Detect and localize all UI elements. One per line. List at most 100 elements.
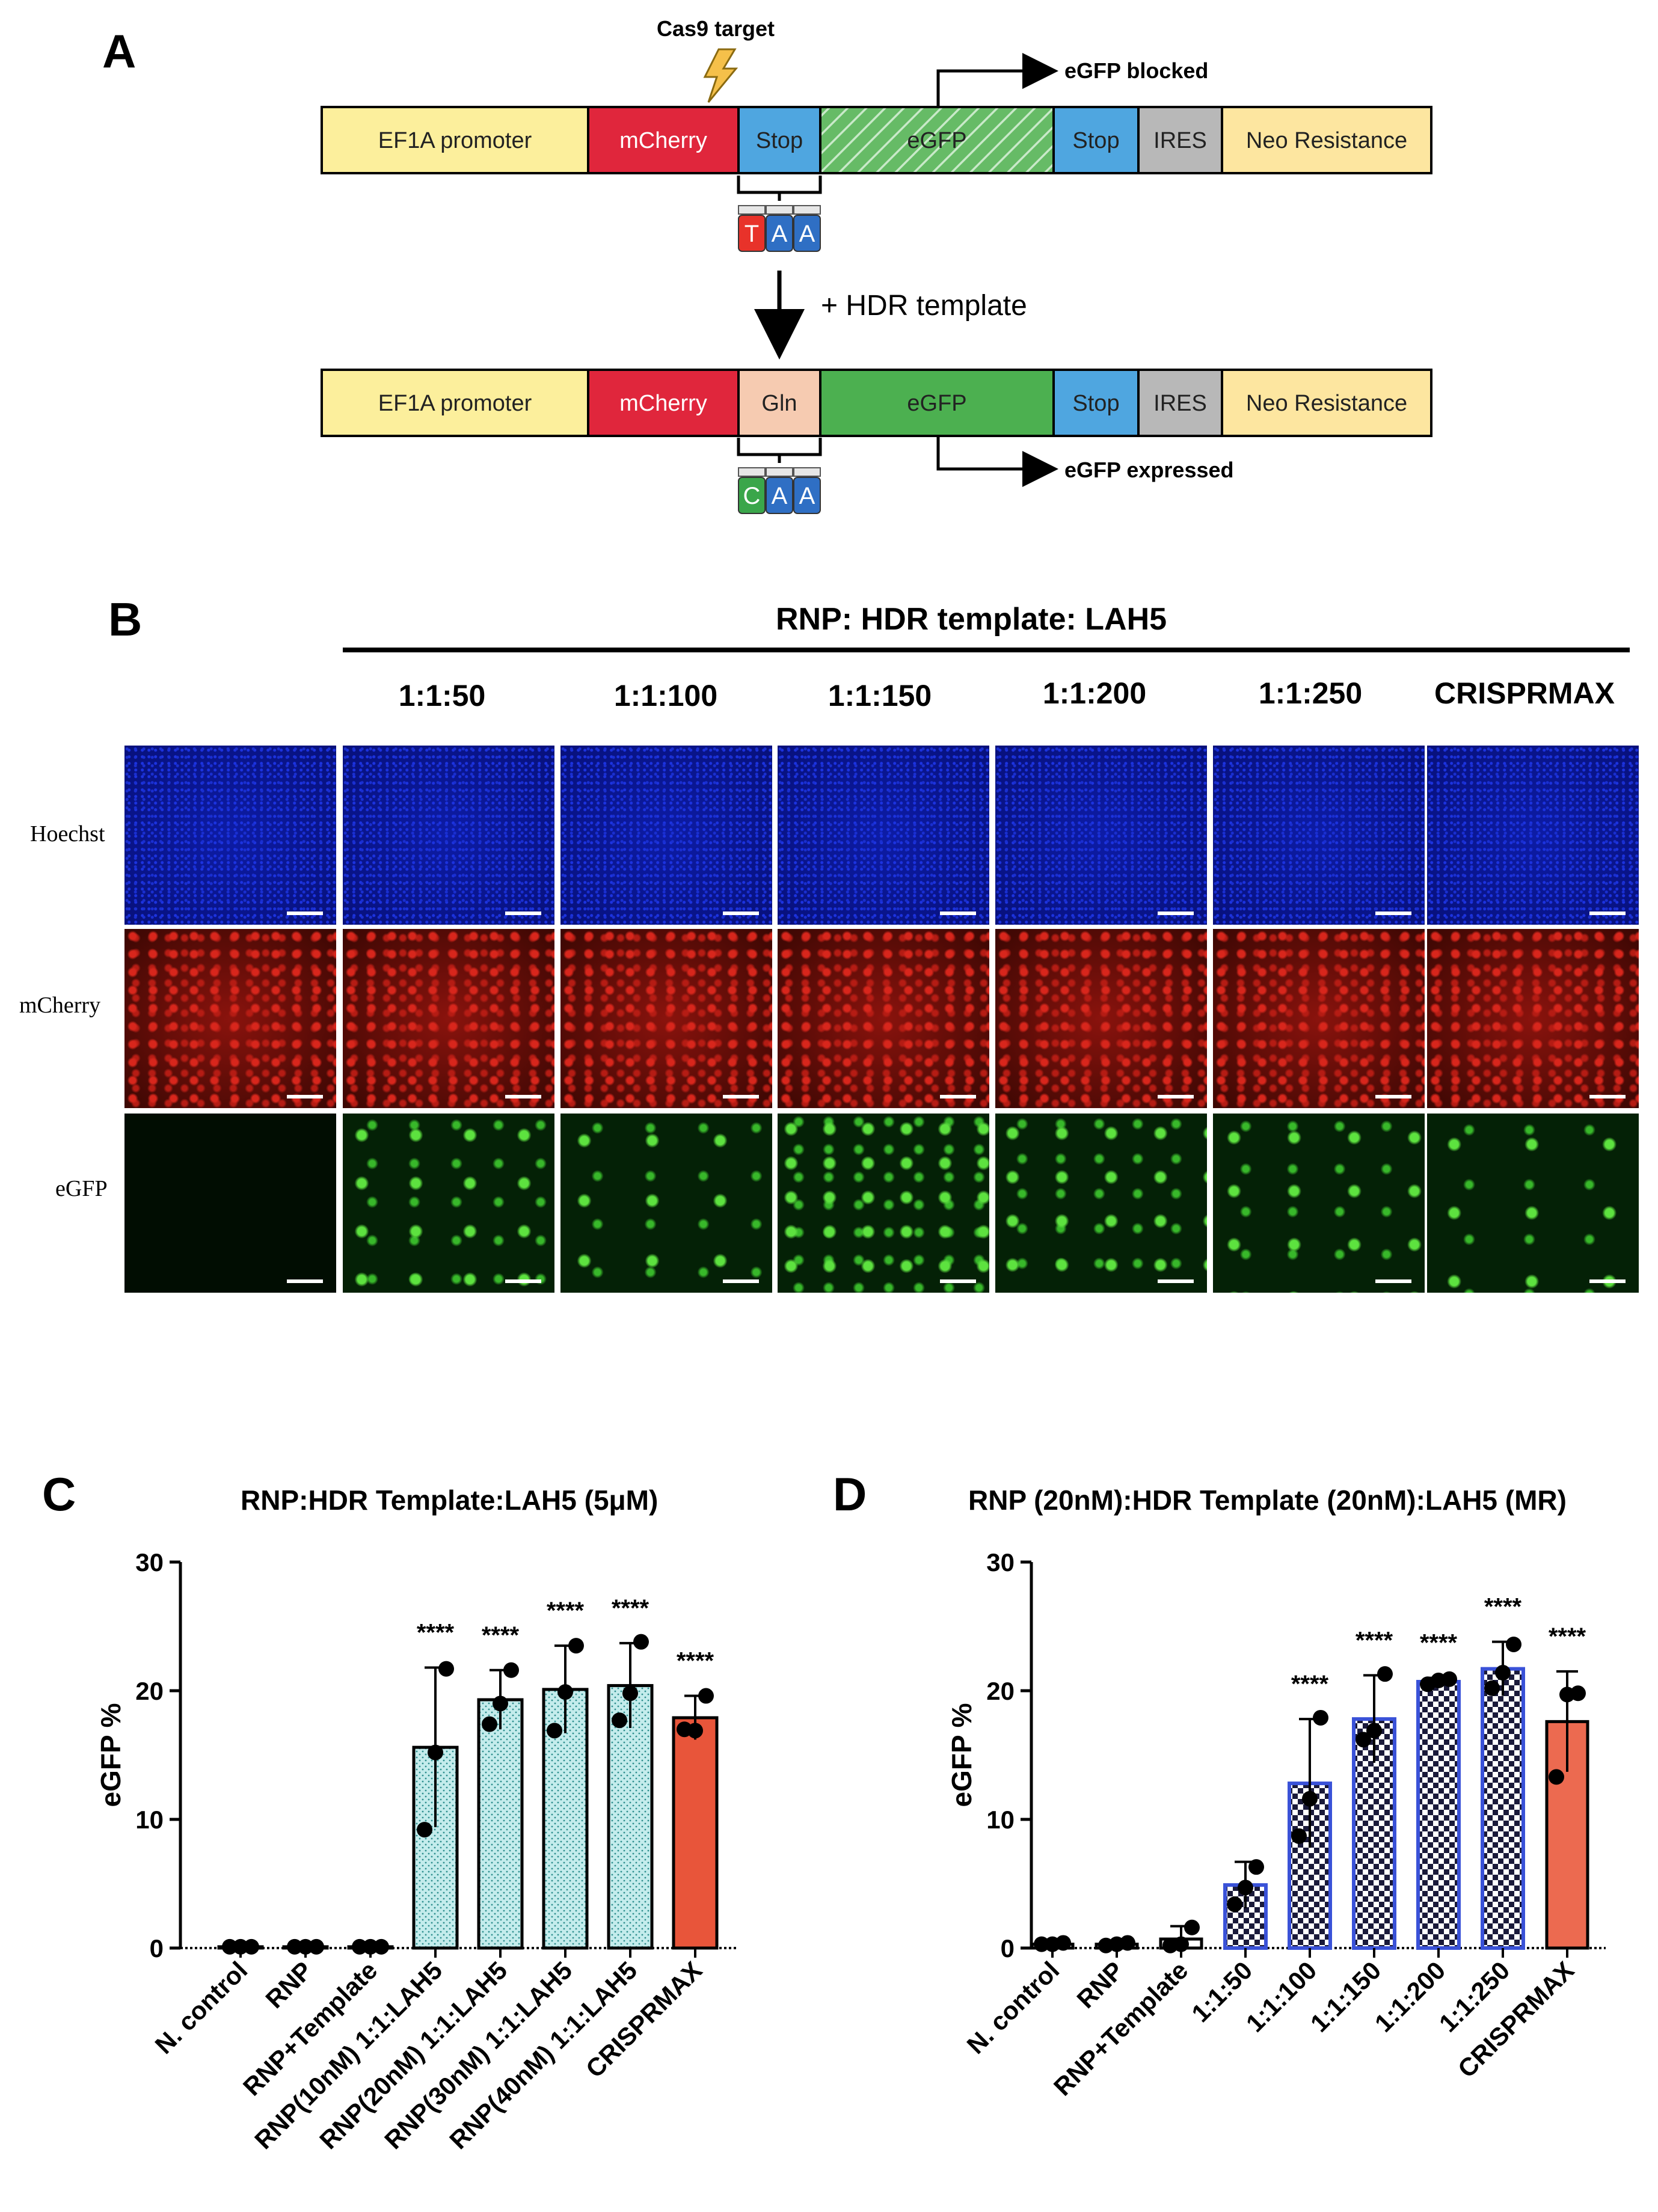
scale-bar xyxy=(505,911,541,915)
segment-label-mcherry: mCherry xyxy=(619,391,707,416)
scale-bar xyxy=(723,911,759,915)
data-point xyxy=(547,1723,562,1739)
data-point xyxy=(363,1938,378,1955)
codon-cap xyxy=(766,205,793,215)
nucleotide-letter: A xyxy=(772,483,788,509)
data-point xyxy=(438,1661,454,1677)
codon-cap xyxy=(793,205,821,215)
egfp-expressed-arrow xyxy=(936,436,1058,487)
scale-bar xyxy=(1589,1279,1626,1283)
panel-a-letter: A xyxy=(102,25,137,78)
nucleotide-a xyxy=(793,215,821,252)
segment-label-mcherry: mCherry xyxy=(619,128,707,153)
data-point xyxy=(1184,1919,1200,1935)
row-label-hoechst: Hoechst xyxy=(30,821,105,847)
scale-bar xyxy=(1158,1279,1194,1283)
data-point xyxy=(1484,1680,1500,1696)
data-point xyxy=(698,1688,714,1704)
data-point xyxy=(233,1938,248,1955)
micrograph-hoechst-3 xyxy=(778,746,989,925)
scale-bar xyxy=(940,1095,976,1098)
micrograph-egfp-1 xyxy=(343,1114,554,1293)
data-point xyxy=(622,1685,638,1702)
y-tick-label: 10 xyxy=(986,1806,1015,1834)
segment-neo-resistance xyxy=(1221,369,1432,437)
segment-label-neo-resistance: Neo Resistance xyxy=(1246,391,1407,416)
segment-label-ires: IRES xyxy=(1153,128,1207,153)
segment-neo-resistance xyxy=(1221,106,1432,174)
scale-bar xyxy=(1375,1095,1411,1098)
col-label-1-1-100: 1:1:100 xyxy=(613,679,718,712)
data-point xyxy=(1227,1896,1242,1913)
segment-egfp xyxy=(819,106,1055,174)
panel-b-header-rule xyxy=(343,648,1630,652)
x-tick-label: N. control xyxy=(150,1956,253,2059)
data-point xyxy=(1570,1685,1586,1702)
data-point xyxy=(1302,1791,1318,1807)
y-axis-label: eGFP % xyxy=(95,1703,126,1807)
col-label-1-1-50: 1:1:50 xyxy=(398,679,486,712)
egfp-blocked-arrow xyxy=(936,53,1058,107)
nucleotide-letter: A xyxy=(799,221,815,247)
nucleotide-letter: A xyxy=(799,483,815,509)
micrograph-hoechst-6 xyxy=(1427,746,1639,925)
segment-egfp xyxy=(819,369,1055,437)
micrograph-hoechst-1 xyxy=(343,746,554,925)
data-point xyxy=(1120,1935,1135,1951)
data-point xyxy=(1291,1828,1307,1844)
significance-label: **** xyxy=(547,1598,585,1624)
segment-label-stop: Stop xyxy=(756,128,803,153)
data-point xyxy=(687,1723,703,1739)
micrograph-egfp-5 xyxy=(1213,1114,1425,1293)
data-point xyxy=(298,1938,313,1955)
scale-bar xyxy=(1589,911,1626,915)
bar-crisprmax xyxy=(672,1716,719,1950)
data-point xyxy=(1055,1935,1071,1951)
egfp-expressed-label: eGFP expressed xyxy=(1064,458,1234,482)
top-construct: EF1A promoter mCherry Stop eGFP Stop IRES Neo … xyxy=(321,106,1432,174)
nucleotide-c xyxy=(738,477,766,514)
segment-ires xyxy=(1137,106,1223,174)
segment-label-ef1a-promoter: EF1A promoter xyxy=(378,128,532,153)
y-tick-label: 0 xyxy=(150,1934,164,1962)
significance-label: **** xyxy=(482,1622,520,1649)
data-point xyxy=(1366,1723,1382,1739)
segment-ires xyxy=(1137,369,1223,437)
significance-label: **** xyxy=(1420,1630,1458,1656)
significance-label: **** xyxy=(1484,1594,1522,1620)
nucleotide-t xyxy=(738,215,766,252)
micrograph-mcherry-4 xyxy=(995,929,1207,1108)
x-tick-label: N. control xyxy=(962,1956,1065,2059)
y-tick-label: 30 xyxy=(135,1548,164,1576)
scale-bar xyxy=(723,1279,759,1283)
segment-label-stop: Stop xyxy=(1072,128,1119,153)
x-tick-label: RNP xyxy=(1071,1956,1129,2014)
lightning-icon xyxy=(703,48,738,103)
data-point xyxy=(1442,1671,1457,1687)
significance-label: **** xyxy=(1291,1671,1329,1697)
micrograph-egfp-2 xyxy=(560,1114,772,1293)
data-point xyxy=(1173,1936,1189,1952)
y-tick-label: 0 xyxy=(1001,1934,1015,1962)
micrograph-egfp-4 xyxy=(995,1114,1207,1293)
x-tick-label: 1:1:150 xyxy=(1305,1956,1387,2038)
x-tick-label: CRISPRMAX xyxy=(580,1956,707,2083)
data-point xyxy=(1495,1665,1511,1681)
micrograph-mcherry-0 xyxy=(124,929,336,1108)
data-point xyxy=(482,1716,497,1732)
data-point xyxy=(1238,1880,1253,1896)
data-point xyxy=(493,1696,508,1712)
data-point xyxy=(309,1938,324,1955)
col-label-1-1-200: 1:1:200 xyxy=(1042,676,1147,710)
data-point xyxy=(417,1822,432,1838)
data-point xyxy=(557,1684,573,1700)
codon-cap xyxy=(766,467,793,477)
y-tick-label: 20 xyxy=(986,1677,1015,1705)
data-point xyxy=(287,1938,302,1955)
codon-cap xyxy=(793,467,821,477)
scale-bar xyxy=(1158,911,1194,915)
y-axis-label: eGFP % xyxy=(946,1703,977,1807)
